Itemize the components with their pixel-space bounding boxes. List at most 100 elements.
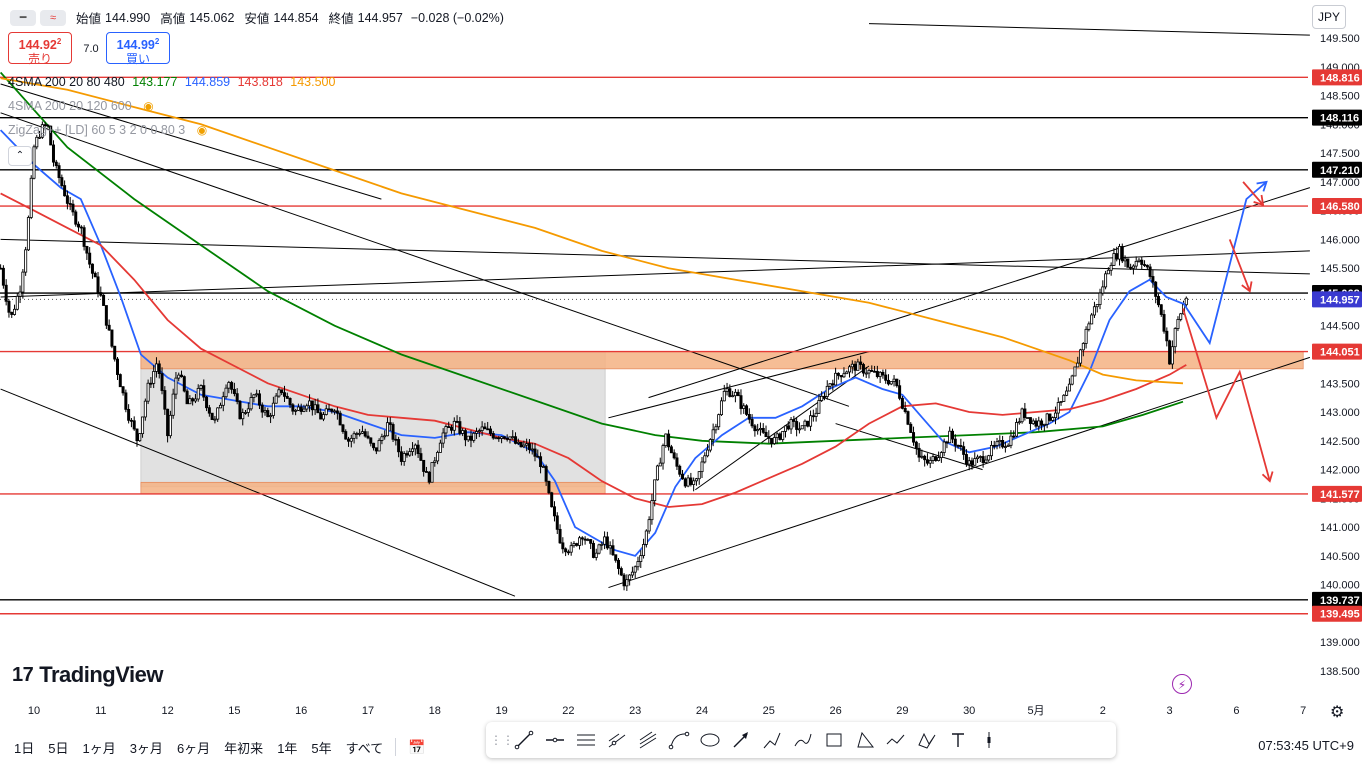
trend-line[interactable] <box>868 23 1310 36</box>
forecast-arrow[interactable] <box>1228 239 1251 292</box>
range-button-5d[interactable]: 5日 <box>48 740 69 756</box>
zone-rectangle[interactable] <box>140 351 1304 370</box>
eye-hidden-icon[interactable]: ◉ <box>143 99 154 113</box>
candle-body <box>129 419 133 422</box>
trend-line[interactable] <box>608 351 870 419</box>
trend-line[interactable] <box>608 356 1311 589</box>
trend-line[interactable] <box>0 83 382 200</box>
calendar-icon[interactable]: 📅 <box>408 738 426 755</box>
buy-label: 買い <box>125 52 150 67</box>
candle-body <box>1067 383 1071 392</box>
arrow-head <box>1241 281 1253 293</box>
arrow-icon[interactable] <box>725 725 756 755</box>
candle-body <box>605 536 609 549</box>
candle-body <box>166 408 170 437</box>
range-button-all[interactable]: すべて <box>345 740 384 756</box>
gann-fan-icon[interactable] <box>632 725 663 755</box>
candle-body <box>180 374 184 377</box>
trend-line[interactable] <box>0 238 1310 275</box>
trend-line[interactable] <box>835 423 983 471</box>
candle-body <box>870 370 874 372</box>
candle-body <box>196 388 200 400</box>
range-button-3m[interactable]: 3ヶ月 <box>129 740 163 756</box>
indicator-value: 144.859 <box>184 75 231 89</box>
candle-body <box>377 440 381 452</box>
brush-icon[interactable] <box>756 725 787 755</box>
forecast-arrow[interactable] <box>1182 308 1271 482</box>
candle-body <box>210 412 214 420</box>
text-icon[interactable] <box>942 725 973 755</box>
candle-body <box>970 460 974 466</box>
collapse-icon[interactable]: ━ <box>10 9 36 26</box>
candle-body <box>742 405 746 409</box>
range-button-ytd[interactable]: 年初来 <box>224 740 264 756</box>
drag-handle-icon[interactable]: ⋮⋮ <box>490 733 514 747</box>
curve-icon[interactable] <box>663 725 694 755</box>
candle-body <box>873 370 877 373</box>
candle-body <box>853 363 857 371</box>
trend-line[interactable] <box>695 365 870 491</box>
polyline-icon[interactable] <box>880 725 911 755</box>
candle-body <box>21 271 25 293</box>
ellipse-icon[interactable] <box>694 725 725 755</box>
compare-icon[interactable]: ≈ <box>40 9 66 26</box>
candle-body <box>850 363 854 368</box>
sell-button[interactable]: 144.922 売り <box>8 32 72 66</box>
range-button-5y[interactable]: 5年 <box>311 740 332 756</box>
gear-icon[interactable]: ⚙ <box>1330 704 1345 721</box>
path-icon[interactable] <box>787 725 818 755</box>
zone-rectangle[interactable] <box>140 351 606 488</box>
candle-body <box>828 383 832 387</box>
candle-body <box>686 477 690 487</box>
range-button-1d[interactable]: 1日 <box>14 740 35 756</box>
candle-body <box>920 455 924 458</box>
candle-body <box>719 400 723 416</box>
pitchfork-icon[interactable] <box>601 725 632 755</box>
candle-body <box>1104 273 1108 288</box>
trend-line[interactable] <box>0 250 1310 298</box>
candle-body <box>74 211 78 225</box>
forecast-arrow[interactable] <box>1242 181 1264 206</box>
candle-body <box>380 436 384 441</box>
candle-body <box>778 433 782 440</box>
parallel-channel-icon[interactable] <box>570 725 601 755</box>
buy-price: 144.992 <box>116 37 160 53</box>
range-button-1y[interactable]: 1年 <box>277 740 298 756</box>
candle-body <box>141 416 145 435</box>
indicator-legend-3[interactable]: ZigZag++ [LD] 60 5 3 2 0 0 80 3 ◉ <box>8 123 207 137</box>
trend-line[interactable] <box>0 112 850 407</box>
lightning-icon[interactable]: ⚡ <box>1172 674 1192 694</box>
eye-hidden-icon[interactable]: ◉ <box>196 123 208 137</box>
rectangle-icon[interactable] <box>818 725 849 755</box>
marker-icon[interactable] <box>973 725 1004 755</box>
candle-body <box>96 276 100 293</box>
candle-body <box>700 461 704 473</box>
candle-body <box>163 390 167 410</box>
indicator-legend-1[interactable]: 4SMA 200 20 80 480 143.177 144.859 143.8… <box>8 75 335 89</box>
horizontal-line-icon[interactable] <box>539 725 570 755</box>
candle-body <box>552 506 556 517</box>
triangle-icon[interactable] <box>849 725 880 755</box>
candle-body <box>1143 264 1147 266</box>
range-button-1m[interactable]: 1ヶ月 <box>82 740 116 756</box>
candle-body <box>154 363 158 372</box>
candle-body <box>995 441 999 446</box>
zone-rectangle[interactable] <box>140 481 606 495</box>
trend-line[interactable] <box>0 388 516 597</box>
candle-body <box>349 437 353 442</box>
candle-body <box>1017 421 1021 424</box>
forecast-arrow[interactable] <box>1182 181 1268 346</box>
chevron-up-icon[interactable]: ⌃ <box>8 146 32 166</box>
trend-line-icon[interactable] <box>508 725 539 755</box>
indicator-legend-2[interactable]: 4SMA 200 20 120 600 ◉ <box>8 99 154 113</box>
candle-body <box>516 441 520 444</box>
pattern-icon[interactable] <box>911 725 942 755</box>
buy-button[interactable]: 144.992 買い <box>106 32 170 67</box>
candle-body <box>280 389 284 394</box>
candle-body <box>71 203 75 213</box>
currency-button[interactable]: JPY <box>1312 5 1346 29</box>
y-tick-label: 139.000 <box>1320 637 1360 649</box>
range-button-6m[interactable]: 6ヶ月 <box>176 740 211 756</box>
candle-body <box>207 407 211 414</box>
